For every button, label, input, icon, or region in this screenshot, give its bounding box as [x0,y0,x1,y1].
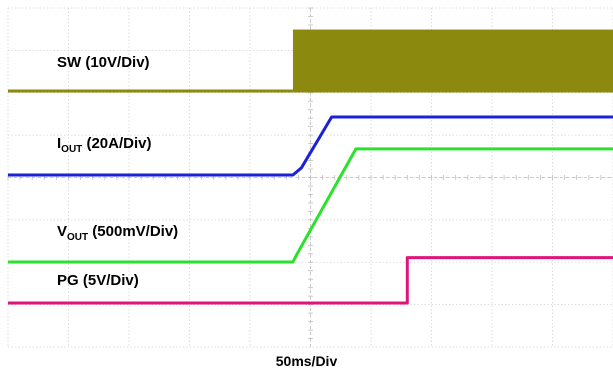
trace-vout [8,147,613,264]
channel-labels: SW (10V/Div) IOUT (20A/Div) VOUT (500mV/Di… [57,54,178,289]
trace-pg [8,256,613,305]
label-vout: VOUT (500mV/Div) [57,223,178,243]
label-iout: IOUT (20A/Div) [57,135,151,155]
traces [8,29,613,305]
label-pg: PG (5V/Div) [57,272,139,289]
trace-sw-switching-band [292,29,613,93]
trace-iout [8,115,613,177]
label-sw: SW (10V/Div) [57,54,150,71]
time-scale-label: 50ms/Div [275,353,338,369]
